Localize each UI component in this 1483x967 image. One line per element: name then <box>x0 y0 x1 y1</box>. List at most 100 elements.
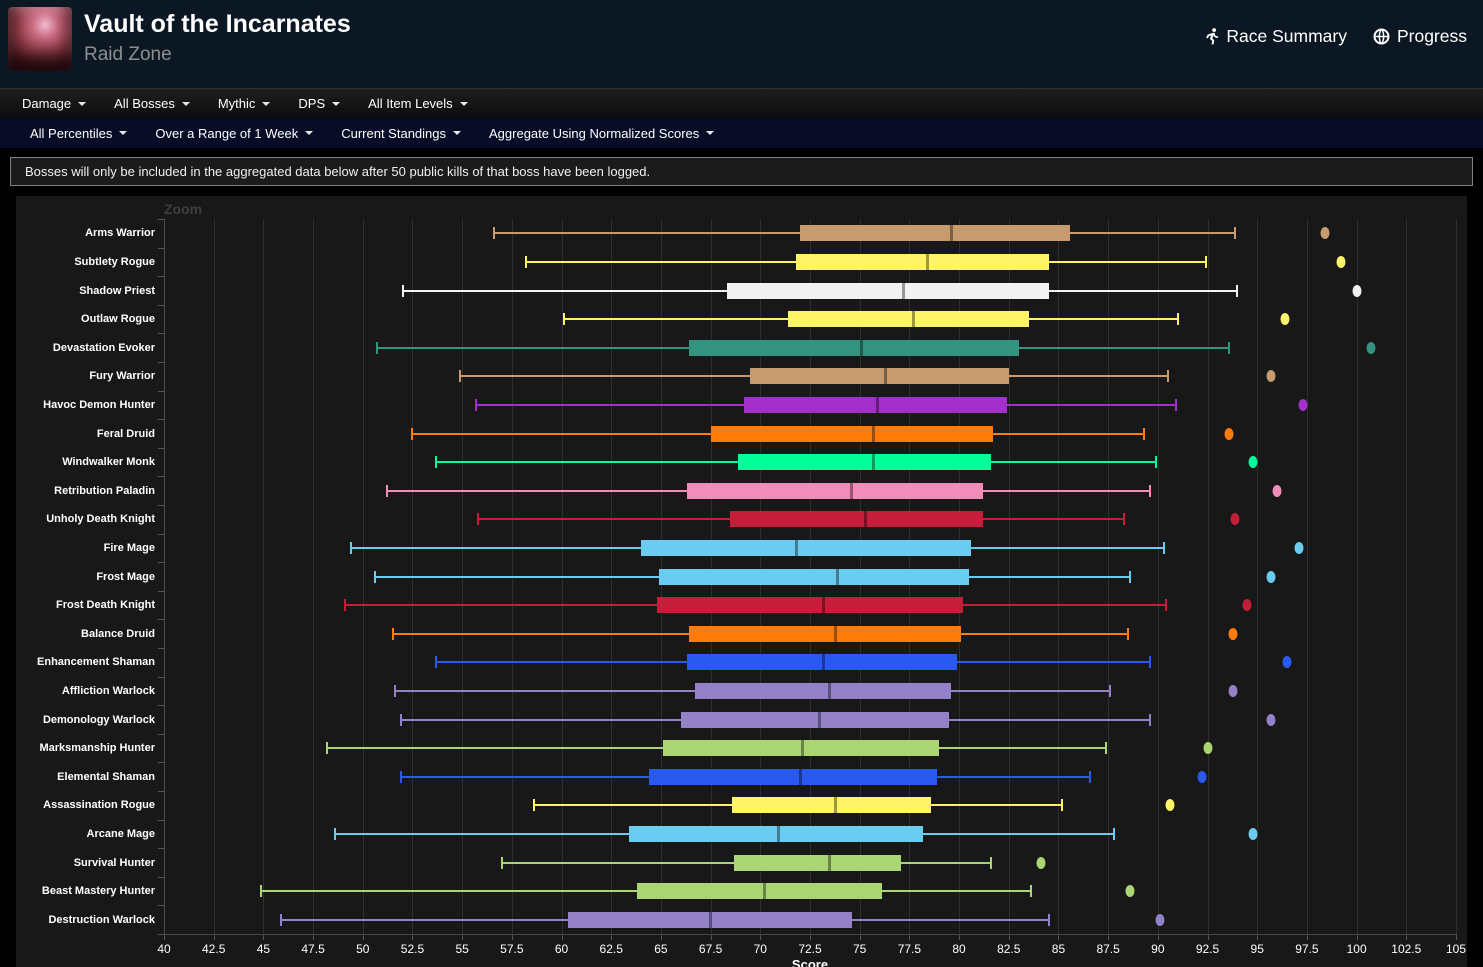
outlier-dot[interactable] <box>1282 656 1292 669</box>
box-beast-mastery-hunter[interactable] <box>637 883 882 900</box>
dropdown-damage[interactable]: Damage <box>8 89 100 118</box>
whisker-cap-high <box>1176 313 1179 326</box>
box-balance-druid[interactable] <box>688 625 962 642</box>
whisker-cap-low <box>475 398 478 411</box>
y-axis-tick <box>158 590 164 592</box>
outlier-dot[interactable] <box>1272 484 1282 497</box>
box-frost-mage[interactable] <box>658 568 969 585</box>
box-affliction-warlock[interactable] <box>694 682 952 699</box>
whisker-cap-high <box>1228 341 1231 354</box>
outlier-dot[interactable] <box>1266 570 1276 583</box>
outlier-dot[interactable] <box>1228 627 1238 640</box>
whisker-cap-low <box>459 370 462 383</box>
box-survival-hunter[interactable] <box>734 854 902 871</box>
outlier-dot[interactable] <box>1197 770 1207 783</box>
outlier-dot[interactable] <box>1155 913 1165 926</box>
nav-item-label: Damage <box>22 96 72 111</box>
median-line <box>860 339 864 356</box>
outlier-dot[interactable] <box>1036 856 1046 869</box>
nav-item-label: Over a Range of 1 Week <box>155 125 299 141</box>
x-axis-tick <box>1008 934 1010 940</box>
box-frost-death-knight[interactable] <box>656 597 964 614</box>
row-label-subtlety-rogue: Subtlety Rogue <box>74 255 155 268</box>
box-feral-druid[interactable] <box>710 425 993 442</box>
row-label-beast-mastery-hunter: Beast Mastery Hunter <box>41 885 155 898</box>
dropdown-aggregate-using-normalized-scores[interactable]: Aggregate Using Normalized Scores <box>475 118 728 148</box>
box-demonology-warlock[interactable] <box>680 711 950 728</box>
outlier-dot[interactable] <box>1294 541 1304 554</box>
whisker-cap-low <box>280 913 283 926</box>
box-elemental-shaman[interactable] <box>648 768 938 785</box>
outlier-dot[interactable] <box>1266 713 1276 726</box>
median-line <box>709 911 713 928</box>
filter-toolbar-primary: Damage All Bosses Mythic DPS All Item Levels <box>0 88 1483 118</box>
y-axis-tick <box>158 705 164 707</box>
dropdown-all-bosses[interactable]: All Bosses <box>100 89 204 118</box>
box-outlaw-rogue[interactable] <box>788 311 1029 328</box>
x-tick-label: 62.5 <box>599 942 623 956</box>
box-shadow-priest[interactable] <box>726 282 1049 299</box>
outlier-dot[interactable] <box>1230 513 1240 526</box>
x-tick-label: 75 <box>853 942 867 956</box>
dropdown-over-a-range-of-1-week[interactable]: Over a Range of 1 Week <box>141 118 327 148</box>
dropdown-all-item-levels[interactable]: All Item Levels <box>354 89 482 118</box>
box-arcane-mage[interactable] <box>629 825 924 842</box>
x-axis-tick <box>710 934 712 940</box>
dropdown-mythic[interactable]: Mythic <box>204 89 285 118</box>
x-tick-label: 105 <box>1445 942 1467 956</box>
box-havoc-demon-hunter[interactable] <box>744 396 1007 413</box>
whisker-cap-high <box>1164 599 1167 612</box>
outlier-dot[interactable] <box>1248 827 1258 840</box>
whisker-cap-low <box>391 627 394 640</box>
outlier-dot[interactable] <box>1248 456 1258 469</box>
median-line <box>800 740 804 757</box>
outlier-dot[interactable] <box>1228 684 1238 697</box>
box-devastation-evoker[interactable] <box>688 339 1019 356</box>
row-label-elemental-shaman: Elemental Shaman <box>57 770 155 783</box>
box-retribution-paladin[interactable] <box>686 482 983 499</box>
x-axis-tick <box>1356 934 1358 940</box>
row-label-shadow-priest: Shadow Priest <box>79 284 155 297</box>
box-destruction-warlock[interactable] <box>567 911 852 928</box>
progress-link[interactable]: Progress <box>1373 26 1467 47</box>
box-subtlety-rogue[interactable] <box>796 253 1049 270</box>
box-windwalker-monk[interactable] <box>738 454 991 471</box>
box-arms-warrior[interactable] <box>800 225 1071 242</box>
box-fury-warrior[interactable] <box>750 368 1009 385</box>
box-enhancement-shaman[interactable] <box>686 654 958 671</box>
outlier-dot[interactable] <box>1224 427 1234 440</box>
row-label-demonology-warlock: Demonology Warlock <box>42 713 155 726</box>
outlier-dot[interactable] <box>1165 799 1175 812</box>
outlier-dot[interactable] <box>1366 341 1376 354</box>
outlier-dot[interactable] <box>1203 742 1213 755</box>
outlier-dot[interactable] <box>1125 885 1135 898</box>
dropdown-current-standings[interactable]: Current Standings <box>327 118 475 148</box>
y-axis-tick <box>158 819 164 821</box>
outlier-dot[interactable] <box>1280 313 1290 326</box>
x-axis-tick <box>412 934 414 940</box>
dropdown-dps[interactable]: DPS <box>284 89 354 118</box>
zoom-label: Zoom <box>164 201 203 217</box>
x-axis-tick <box>810 934 811 940</box>
whisker-cap-low <box>333 827 336 840</box>
box-unholy-death-knight[interactable] <box>730 511 983 528</box>
caret-down-icon <box>262 101 271 106</box>
outlier-dot[interactable] <box>1352 284 1362 297</box>
caret-down-icon <box>453 131 461 135</box>
x-tick-label: 77.5 <box>897 942 922 956</box>
outlier-dot[interactable] <box>1320 227 1330 240</box>
race-summary-link[interactable]: Race Summary <box>1205 26 1347 47</box>
box-fire-mage[interactable] <box>641 539 971 556</box>
outlier-dot[interactable] <box>1298 398 1308 411</box>
outlier-dot[interactable] <box>1336 255 1346 268</box>
box-marksmanship-hunter[interactable] <box>662 740 940 757</box>
x-axis-tick <box>1207 934 1209 940</box>
outlier-dot[interactable] <box>1242 599 1252 612</box>
x-tick-label: 57.5 <box>500 942 524 956</box>
boxplot-chart-panel: Zoom 40 42.5 45 47.5 50 52.5 55 57.5 60 62.5 65 67.… <box>16 196 1467 967</box>
dropdown-all-percentiles[interactable]: All Percentiles <box>16 118 141 148</box>
zone-logo[interactable] <box>8 7 72 71</box>
nav-item-label: DPS <box>298 96 326 111</box>
outlier-dot[interactable] <box>1266 370 1276 383</box>
box-assassination-rogue[interactable] <box>732 797 932 814</box>
